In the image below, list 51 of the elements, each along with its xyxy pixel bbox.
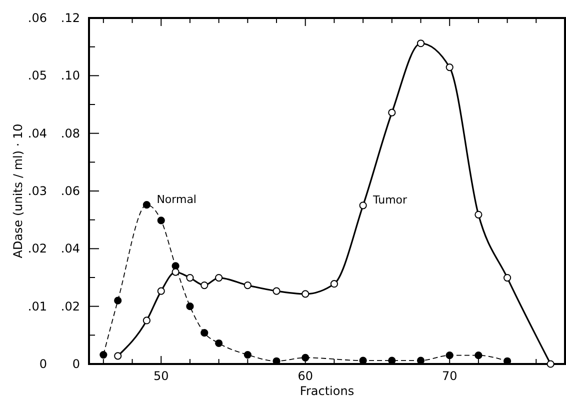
y-tick-label: 0 <box>39 357 47 371</box>
x-tick-label: 70 <box>442 369 458 383</box>
point <box>114 296 122 304</box>
point <box>446 352 454 360</box>
point <box>302 354 310 362</box>
point <box>172 262 180 270</box>
point <box>474 210 482 218</box>
point <box>302 290 310 298</box>
point <box>546 360 554 368</box>
point <box>359 202 367 210</box>
point <box>186 302 194 310</box>
y-tick-label: .01 <box>28 299 47 314</box>
point <box>330 280 338 288</box>
point <box>142 201 150 209</box>
point <box>416 40 425 48</box>
y-tick-label: .05 <box>28 68 47 83</box>
y-tick-label: .03 <box>28 184 47 198</box>
point <box>504 274 512 282</box>
point <box>157 287 165 295</box>
y2-tick-label: .12 <box>60 11 80 25</box>
y-tick-label: .04 <box>28 126 47 140</box>
y2-tick-label: .10 <box>60 68 80 83</box>
point <box>244 281 252 290</box>
point <box>200 281 208 290</box>
y2-tick-label: .06 <box>60 184 80 198</box>
x-tick-label: 60 <box>298 369 314 383</box>
y2-tick-label: 0 <box>72 357 80 371</box>
series-label: Normal <box>156 192 197 206</box>
point <box>172 268 180 276</box>
x-tick-label: 50 <box>153 369 169 383</box>
point <box>215 339 223 348</box>
point <box>142 316 150 324</box>
point <box>100 350 108 359</box>
y2-tick-label: .08 <box>60 126 80 140</box>
x-axis-title: Fractions <box>300 384 354 398</box>
point <box>157 216 165 224</box>
point <box>446 64 454 72</box>
series-label: Tumor <box>372 193 408 206</box>
point <box>244 350 252 359</box>
y2-tick-label: .02 <box>60 299 80 314</box>
y-axis-title: ADase (units / ml) · 10 <box>11 124 25 258</box>
y-tick-label: .06 <box>28 11 47 25</box>
point <box>186 274 194 282</box>
point <box>114 352 122 360</box>
point <box>215 274 223 282</box>
point <box>200 329 208 337</box>
point <box>474 352 482 360</box>
point <box>388 108 396 116</box>
point <box>272 287 280 295</box>
y2-tick-label: .04 <box>60 242 80 256</box>
y-tick-label: .02 <box>28 242 47 256</box>
